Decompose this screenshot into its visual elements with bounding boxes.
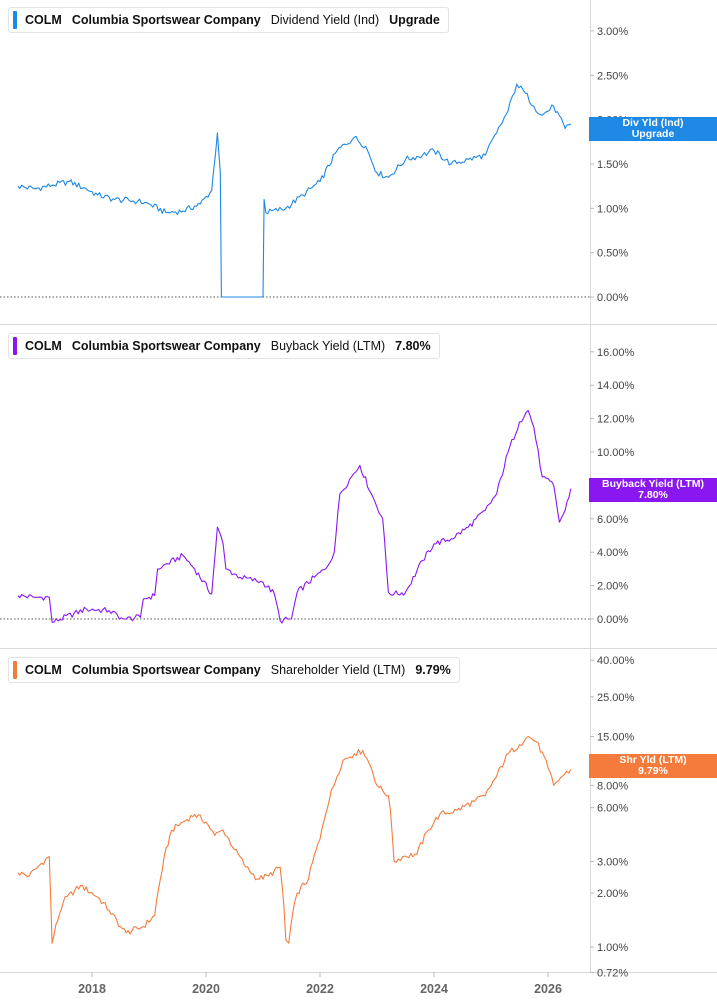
legend-value: 7.80% (395, 339, 431, 353)
y-tick-label: 1.00% (597, 203, 628, 215)
y-tick-label: 4.00% (597, 547, 628, 559)
x-tick-label: 2018 (78, 982, 106, 996)
legend-ticker: COLM (25, 663, 62, 677)
last-value-badge-dividend: Div Yld (Ind) Upgrade (589, 117, 717, 141)
y-tick-label: 2.00% (597, 581, 628, 593)
legend-dividend-yield[interactable]: COLM Columbia Sportswear Company Dividen… (8, 7, 449, 33)
y-tick-label: 2.00% (597, 888, 628, 900)
legend-shareholder-yield[interactable]: COLM Columbia Sportswear Company Shareho… (8, 657, 460, 683)
legend-value: 9.79% (415, 663, 451, 677)
y-tick-label: 0.00% (597, 614, 628, 626)
series-color-swatch (13, 11, 17, 29)
y-tick-label: 2.50% (597, 70, 628, 82)
x-tick-label: 2026 (534, 982, 562, 996)
legend-metric: Buyback Yield (LTM) (270, 339, 386, 353)
y-tick-label: 16.00% (597, 347, 635, 359)
y-tick-label: 15.00% (597, 731, 635, 743)
y-tick-label: 0.72% (597, 968, 628, 980)
series-line-dividend-yield (17, 83, 572, 298)
legend-buyback-yield[interactable]: COLM Columbia Sportswear Company Buyback… (8, 333, 440, 359)
legend-metric: Shareholder Yield (LTM) (270, 663, 406, 677)
y-tick-label: 0.50% (597, 248, 628, 260)
y-tick-label: 6.00% (597, 514, 628, 526)
series-color-swatch (13, 337, 17, 355)
legend-company: Columbia Sportswear Company (71, 339, 261, 353)
badge-value: Upgrade (631, 128, 675, 140)
y-tick-label: 3.00% (597, 26, 628, 38)
legend-ticker: COLM (25, 339, 62, 353)
legend-ticker: COLM (25, 13, 62, 27)
y-tick-label: 12.00% (597, 414, 635, 426)
badge-metric: Buyback Yield (LTM) (602, 478, 704, 490)
y-tick-label: 8.00% (597, 780, 628, 792)
legend-company: Columbia Sportswear Company (71, 13, 261, 27)
badge-metric: Shr Yld (LTM) (619, 754, 687, 766)
x-tick-label: 2022 (306, 982, 334, 996)
y-tick-label: 40.00% (597, 655, 635, 667)
y-tick-label: 1.50% (597, 159, 628, 171)
x-tick-label: 2024 (420, 982, 448, 996)
y-tick-label: 6.00% (597, 803, 628, 815)
series-color-swatch (13, 661, 17, 679)
last-value-badge-buyback: Buyback Yield (LTM) 7.80% (589, 478, 717, 502)
y-tick-label: 14.00% (597, 380, 635, 392)
badge-value: 7.80% (638, 489, 668, 501)
y-tick-label: 25.00% (597, 692, 635, 704)
y-tick-label: 10.00% (597, 447, 635, 459)
badge-value: 9.79% (638, 765, 668, 777)
last-value-badge-shareholder: Shr Yld (LTM) 9.79% (589, 754, 717, 778)
badge-metric: Div Yld (Ind) (622, 117, 684, 129)
x-tick-label: 2020 (192, 982, 220, 996)
legend-value: Upgrade (389, 13, 440, 27)
series-line-buyback-yield (17, 409, 572, 624)
legend-company: Columbia Sportswear Company (71, 663, 261, 677)
series-line-shareholder-yield (17, 735, 572, 944)
legend-metric: Dividend Yield (Ind) (270, 13, 380, 27)
y-tick-label: 3.00% (597, 857, 628, 869)
y-tick-label: 1.00% (597, 942, 628, 954)
y-tick-label: 0.00% (597, 292, 628, 304)
